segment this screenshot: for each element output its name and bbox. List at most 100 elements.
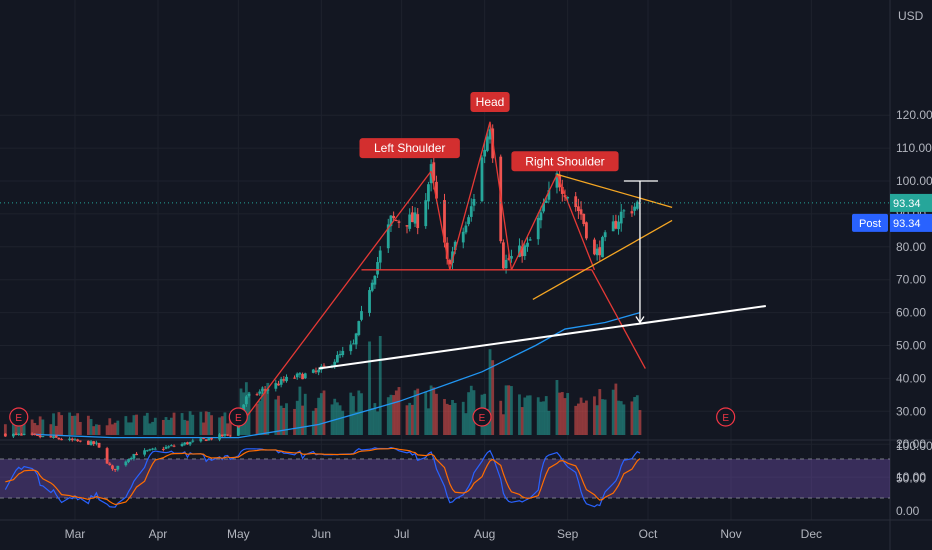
- annotation-label: Head: [476, 95, 505, 109]
- trendline-target: [591, 269, 646, 369]
- trendline-ls-left: [237, 170, 432, 429]
- volume-bar: [408, 402, 412, 435]
- volume-bar: [413, 390, 417, 435]
- price-tick-label: 100.00: [896, 174, 932, 188]
- volume-bar: [544, 396, 548, 435]
- candle-body: [183, 442, 187, 445]
- candle-body: [370, 282, 374, 291]
- candle-body: [17, 433, 21, 435]
- volume-bar: [424, 391, 428, 435]
- volume-bar: [11, 418, 15, 435]
- volume-bar: [558, 392, 562, 435]
- candle-body: [266, 389, 270, 391]
- candle-body: [392, 215, 396, 219]
- volume-bar: [467, 392, 470, 435]
- last-price-tag-text: 93.34: [893, 198, 921, 210]
- volume-bar: [301, 405, 304, 435]
- candle-body: [14, 433, 18, 435]
- candle-body: [54, 435, 58, 438]
- volume-bar: [73, 415, 77, 435]
- time-tick-label: Aug: [474, 527, 495, 541]
- candle-body: [3, 433, 7, 437]
- candle-body: [619, 211, 623, 224]
- last-price-tag-bg: [890, 193, 932, 212]
- candle-body: [172, 445, 176, 447]
- candle-body: [311, 369, 315, 373]
- volume-bar: [633, 397, 637, 435]
- candle-body: [582, 213, 586, 224]
- volume-bar: [504, 385, 508, 435]
- volume-bar: [228, 418, 232, 435]
- volume-bars: [3, 336, 642, 435]
- volume-bar: [451, 399, 454, 435]
- post-price-tag-bg: [890, 213, 932, 232]
- candle-body: [614, 220, 618, 229]
- volume-bar: [274, 399, 278, 435]
- candle-body: [432, 162, 436, 181]
- volume-bar: [124, 416, 128, 435]
- volume-bar: [574, 405, 578, 435]
- candle-body: [295, 373, 299, 378]
- volume-bar: [113, 422, 117, 435]
- candle-body: [108, 463, 112, 466]
- candle-body: [448, 260, 452, 265]
- axes: 10.00 20.00 30.00 40.00 50.00 60.00 70.00 80.00…: [65, 9, 932, 541]
- volume-bar: [244, 382, 248, 435]
- volume-bar: [293, 408, 296, 435]
- volume-bar: [397, 387, 401, 435]
- candle-body: [630, 211, 634, 214]
- volume-bar: [435, 393, 438, 435]
- candle-body: [11, 433, 15, 437]
- volume-bar: [57, 412, 61, 435]
- trendline-ls-right: [430, 171, 451, 270]
- candle-body: [413, 212, 417, 224]
- volume-bar: [279, 405, 283, 435]
- oscillator-tick-label: 0.00: [896, 504, 920, 518]
- candle-body: [408, 214, 412, 229]
- volume-bar: [352, 396, 355, 435]
- oscillator-d-line: [5, 447, 641, 506]
- volume-bar: [167, 419, 171, 435]
- candle-body: [394, 220, 398, 222]
- volume-bar: [469, 385, 473, 435]
- candle-body: [373, 275, 377, 285]
- volume-bar: [105, 425, 109, 435]
- candle-body: [161, 448, 165, 450]
- candle-body: [38, 435, 42, 438]
- candle-body: [611, 221, 615, 232]
- volume-bar: [226, 423, 230, 435]
- volume-bar: [349, 392, 353, 435]
- candle-body: [244, 396, 248, 405]
- volume-bar: [614, 383, 618, 435]
- volume-bar: [180, 413, 184, 435]
- time-tick-label: Oct: [639, 527, 658, 541]
- volume-bar: [585, 400, 588, 435]
- oscillator-pane: [0, 446, 890, 508]
- volume-bar: [598, 389, 602, 435]
- candle-body: [464, 225, 468, 233]
- annotation-left-shoulder: Left Shoulder: [359, 138, 460, 159]
- annotations: Left Shoulder Head Right Shoulder: [359, 92, 619, 172]
- earnings-label: E: [479, 413, 486, 424]
- candle-body: [86, 440, 90, 445]
- volume-bar: [164, 417, 168, 435]
- candle-body: [49, 436, 53, 438]
- volume-bar: [555, 380, 559, 435]
- volume-bar: [86, 415, 90, 435]
- volume-bar: [33, 422, 37, 435]
- candle-body: [73, 439, 77, 441]
- trendline-rs-left: [510, 174, 558, 271]
- candle-body: [132, 454, 136, 459]
- volume-bar: [220, 416, 224, 435]
- trendline-support: [318, 305, 766, 370]
- volume-bar: [54, 425, 58, 435]
- volume-bar: [319, 393, 323, 435]
- earnings-label: E: [15, 413, 22, 424]
- earnings-circle: [716, 407, 736, 427]
- volume-bar: [536, 397, 540, 435]
- earnings-label: E: [235, 413, 242, 424]
